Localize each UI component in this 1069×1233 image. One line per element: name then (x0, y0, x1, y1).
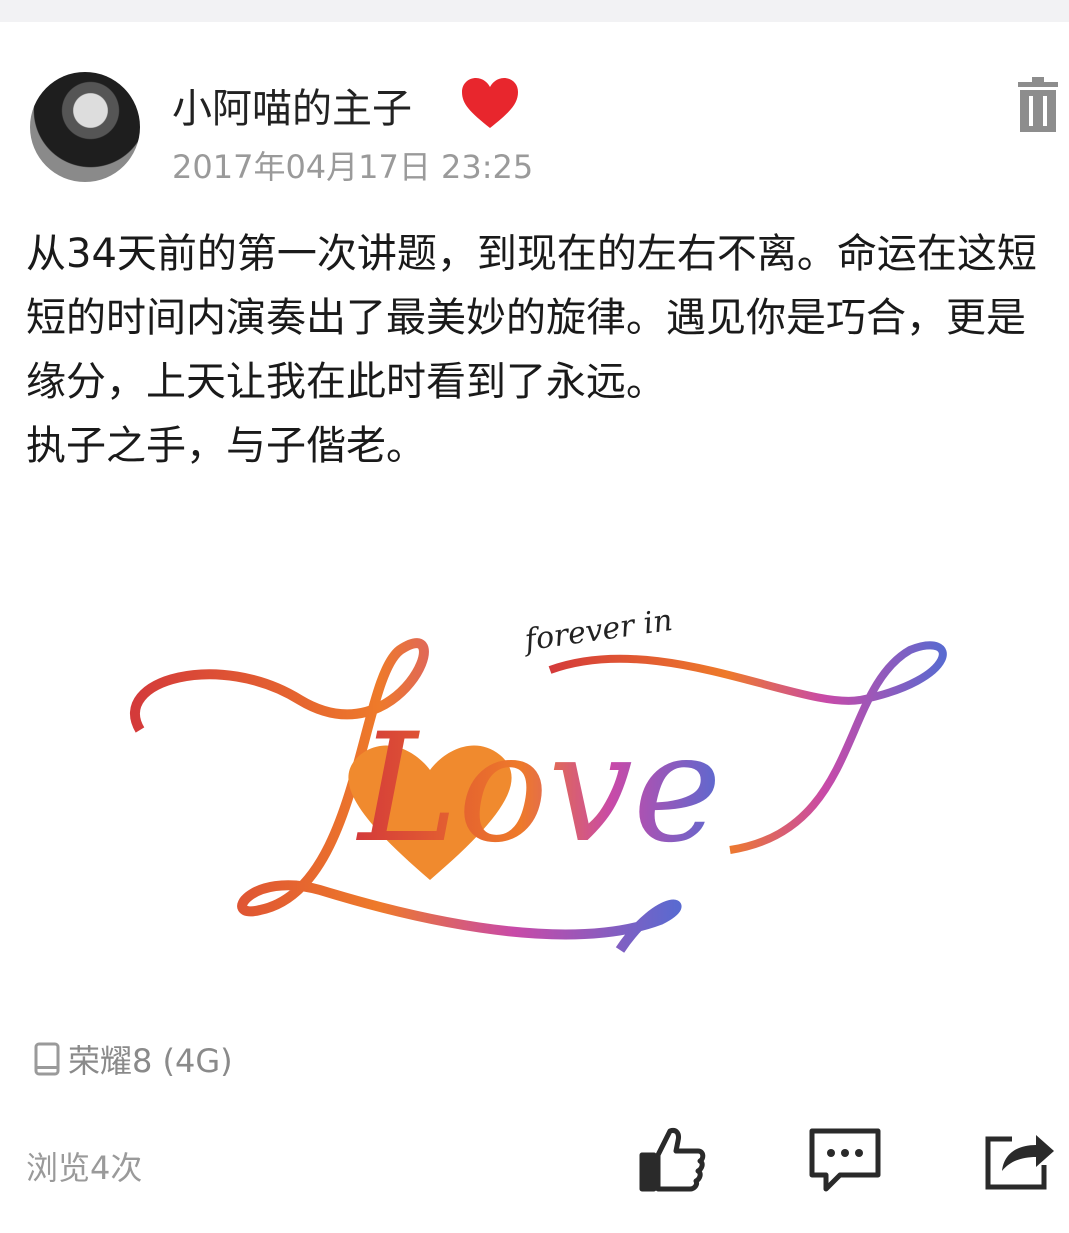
post-time: 2017年04月17日 23:25 (172, 148, 534, 186)
like-button[interactable] (638, 1125, 706, 1193)
heart-emoji (462, 78, 518, 128)
phone-icon (34, 1042, 60, 1076)
image-subtitle: forever in (521, 603, 675, 659)
post-body: 从34天前的第一次讲题，到现在的左右不离。命运在这短短的时间内演奏出了最美妙的旋… (26, 222, 1046, 478)
avatar[interactable] (30, 72, 140, 182)
device-info: 荣耀8 (4G) (34, 1036, 233, 1082)
device-name: 荣耀8 (4G) (68, 1042, 233, 1080)
share-button[interactable] (982, 1125, 1058, 1193)
paragraph: 执子之手，与子偕老。 (26, 423, 426, 469)
author-name[interactable]: 小阿喵的主子 (172, 86, 412, 132)
image-title: Love (355, 702, 721, 876)
paragraph: 从34天前的第一次讲题，到现在的左右不离。命运在这短短的时间内演奏出了最美妙的旋… (26, 231, 1037, 405)
view-count: 浏览4次 (26, 1149, 143, 1187)
delete-button[interactable] (1014, 76, 1062, 134)
comment-button[interactable] (808, 1125, 882, 1193)
post-image[interactable]: Love forever in (100, 590, 980, 1010)
status-strip (0, 0, 1069, 22)
